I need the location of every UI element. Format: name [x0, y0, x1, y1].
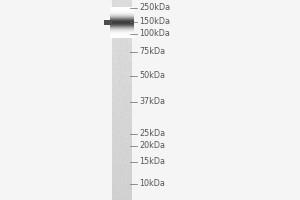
Text: 50kDa: 50kDa — [139, 72, 165, 80]
Text: 250kDa: 250kDa — [139, 3, 170, 12]
Text: 20kDa: 20kDa — [139, 142, 165, 150]
Text: 150kDa: 150kDa — [139, 18, 170, 26]
Text: 100kDa: 100kDa — [139, 29, 170, 38]
Text: 37kDa: 37kDa — [139, 98, 165, 106]
Text: 75kDa: 75kDa — [139, 47, 165, 56]
Text: 25kDa: 25kDa — [139, 130, 165, 138]
Text: 10kDa: 10kDa — [139, 180, 165, 188]
Text: 15kDa: 15kDa — [139, 158, 165, 166]
